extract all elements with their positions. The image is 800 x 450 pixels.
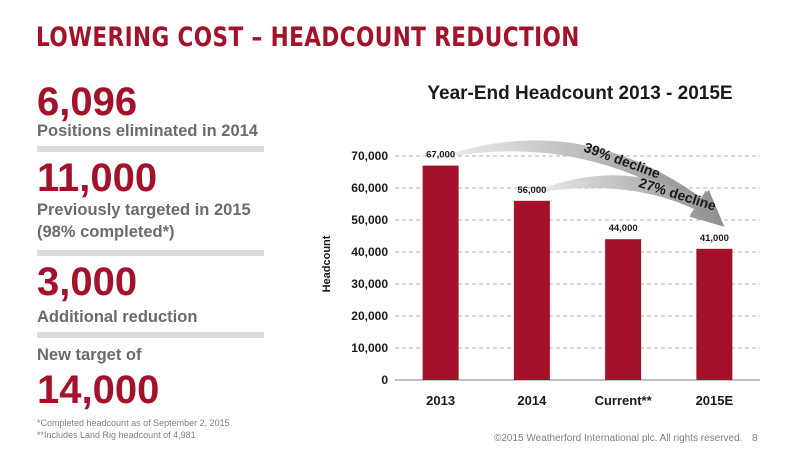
y-axis-label: Headcount <box>321 235 333 292</box>
y-tick-label: 0 <box>381 373 388 387</box>
stat-value-new-target: 14,000 <box>37 368 160 412</box>
data-label: 44,000 <box>609 223 638 234</box>
slide-title: Lowering Cost – Headcount Reduction <box>36 22 580 53</box>
y-tick-label: 40,000 <box>351 245 388 259</box>
x-tick-label: 2014 <box>517 393 547 408</box>
stat-value-eliminated: 6,096 <box>37 80 138 124</box>
bar <box>696 248 733 380</box>
y-tick-label: 50,000 <box>351 213 388 227</box>
divider <box>37 146 264 152</box>
footnote-land-rig: **Includes Land Rig headcount of 4,981 <box>37 430 196 440</box>
data-label: 67,000 <box>426 150 455 161</box>
stat-label-additional: Additional reduction <box>37 308 198 326</box>
bar <box>605 239 642 380</box>
y-tick-label: 10,000 <box>351 341 388 355</box>
divider <box>37 250 264 256</box>
decline-arrow <box>535 175 725 227</box>
decline-arrow <box>444 140 725 227</box>
stat-value-additional: 3,000 <box>37 260 138 304</box>
bar <box>422 165 459 380</box>
y-tick-label: 60,000 <box>351 181 388 195</box>
y-tick-label: 20,000 <box>351 309 388 323</box>
divider <box>37 332 264 338</box>
stat-label-new-target: New target of <box>37 346 142 364</box>
stat-value-targeted: 11,000 <box>37 156 158 200</box>
x-tick-label: 2013 <box>426 393 455 408</box>
stat-label-completed: (98% completed*) <box>37 223 175 241</box>
footnote-completed: *Completed headcount as of September 2, … <box>37 418 230 428</box>
data-label: 56,000 <box>517 185 546 196</box>
chart-title: Year-End Headcount 2013 - 2015E <box>427 83 732 104</box>
stat-label-targeted: Previously targeted in 2015 <box>37 201 251 219</box>
decline-annotation: 27% decline <box>637 174 718 213</box>
copyright: ©2015 Weatherford International plc. All… <box>494 433 743 444</box>
x-tick-label: Current** <box>595 393 653 408</box>
page-number: 8 <box>752 433 758 444</box>
stat-label-eliminated: Positions eliminated in 2014 <box>37 122 258 140</box>
x-tick-label: 2015E <box>696 393 734 408</box>
bar <box>513 200 550 380</box>
y-tick-label: 30,000 <box>351 277 388 291</box>
data-label: 41,000 <box>700 233 729 244</box>
y-tick-label: 70,000 <box>351 149 388 163</box>
